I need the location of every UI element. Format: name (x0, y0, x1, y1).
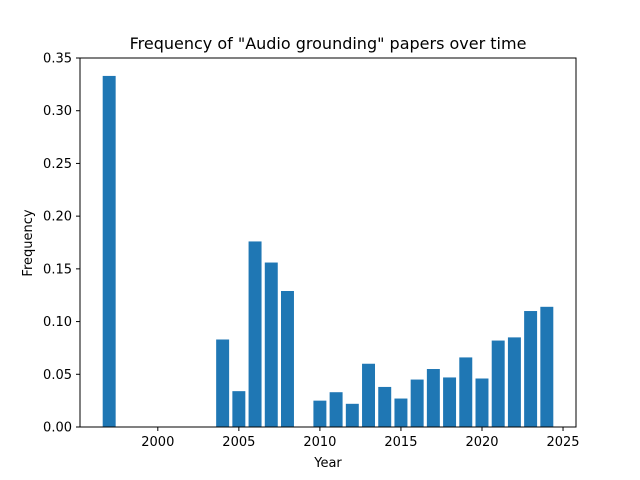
bar-2011 (329, 392, 343, 427)
y-tick-label: 0.20 (43, 210, 72, 225)
bar-2007 (264, 262, 278, 427)
y-tick-label: 0.35 (43, 52, 72, 67)
bar-2005 (232, 391, 246, 427)
y-tick-label: 0.10 (43, 315, 72, 330)
bar-2020 (475, 378, 489, 427)
x-axis-ticks: 2000 2005 2010 2015 2020 2025 (141, 427, 580, 450)
x-tick-label: 2000 (141, 435, 174, 450)
y-tick-label: 0.05 (43, 368, 72, 383)
bar-2018 (443, 377, 457, 427)
bars-group (102, 75, 554, 428)
bar-2017 (426, 369, 440, 427)
bar-2022 (507, 337, 521, 427)
y-tick-label: 0.30 (43, 104, 72, 119)
bar-1997 (102, 75, 116, 428)
plot-frame (79, 57, 577, 428)
x-tick-label: 2020 (465, 435, 498, 450)
bar-2021 (491, 340, 505, 427)
y-axis-ticks: 0.00 0.05 0.10 0.15 0.20 0.25 0.30 0.35 (43, 52, 80, 436)
bar-2015 (394, 398, 408, 427)
bar-2014 (378, 386, 392, 427)
bar-2023 (524, 311, 538, 427)
bar-2016 (410, 379, 424, 427)
x-tick-label: 2015 (384, 435, 417, 450)
chart-title: Frequency of "Audio grounding" papers ov… (130, 34, 527, 53)
x-tick-label: 2005 (222, 435, 255, 450)
bar-2010 (313, 400, 327, 427)
y-tick-label: 0.25 (43, 157, 72, 172)
x-axis-label: Year (313, 456, 342, 471)
y-tick-label: 0.15 (43, 262, 72, 277)
y-tick-label: 0.00 (43, 421, 72, 436)
bar-2004 (216, 339, 230, 427)
bar-2006 (248, 241, 262, 427)
x-tick-label: 2025 (546, 435, 579, 450)
bar-2008 (280, 290, 294, 427)
y-axis-label: Frequency (21, 209, 36, 276)
x-tick-label: 2010 (303, 435, 336, 450)
bar-2019 (459, 357, 473, 427)
bar-2013 (362, 363, 376, 427)
bar-2012 (345, 403, 359, 427)
bar-2024 (540, 306, 554, 427)
